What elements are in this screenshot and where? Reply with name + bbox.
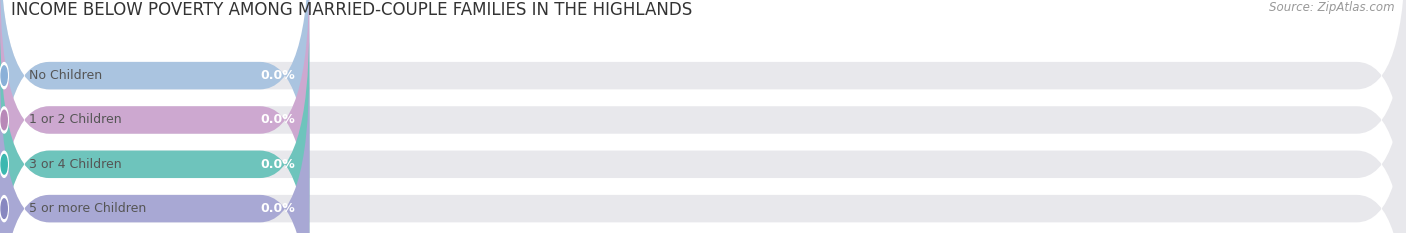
Text: 0.0%: 0.0% [260,158,295,171]
FancyBboxPatch shape [0,0,1406,217]
Text: 1 or 2 Children: 1 or 2 Children [30,113,122,127]
Circle shape [0,63,8,89]
FancyBboxPatch shape [0,67,309,233]
Text: Source: ZipAtlas.com: Source: ZipAtlas.com [1270,1,1395,14]
FancyBboxPatch shape [0,67,1406,233]
Text: 0.0%: 0.0% [260,69,295,82]
FancyBboxPatch shape [0,23,309,233]
Circle shape [1,110,7,130]
Text: INCOME BELOW POVERTY AMONG MARRIED-COUPLE FAMILIES IN THE HIGHLANDS: INCOME BELOW POVERTY AMONG MARRIED-COUPL… [11,1,693,19]
FancyBboxPatch shape [0,0,309,217]
Text: 5 or more Children: 5 or more Children [30,202,146,215]
Circle shape [1,154,7,174]
Text: 0.0%: 0.0% [260,113,295,127]
Circle shape [1,66,7,86]
Circle shape [0,195,8,222]
Circle shape [1,199,7,218]
Circle shape [0,151,8,177]
FancyBboxPatch shape [0,23,1406,233]
Text: No Children: No Children [30,69,103,82]
Text: 3 or 4 Children: 3 or 4 Children [30,158,122,171]
Text: 0.0%: 0.0% [260,202,295,215]
FancyBboxPatch shape [0,0,309,233]
Circle shape [0,107,8,133]
